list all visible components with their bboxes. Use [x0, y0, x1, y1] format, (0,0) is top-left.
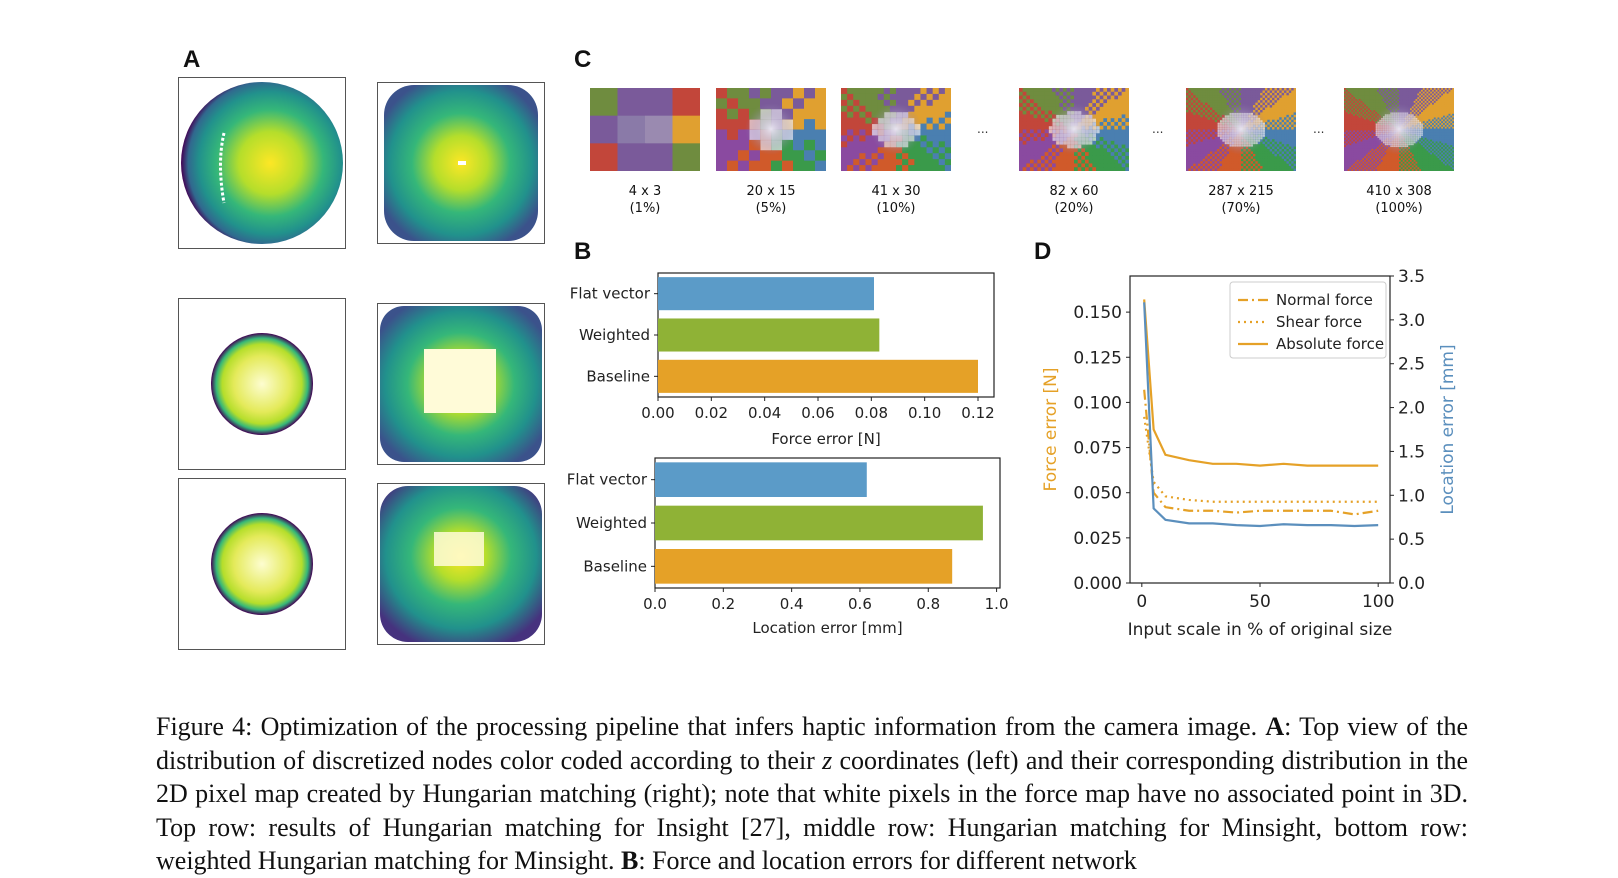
- scale-size: 4 x 3: [580, 183, 710, 200]
- caption-text-4: : Force and location errors for differen…: [638, 846, 1136, 875]
- ellipsis-1: ...: [977, 122, 988, 136]
- y-right-axis-label: Location error [mm]: [1438, 344, 1458, 514]
- bar: [655, 462, 867, 497]
- caption-z: z: [822, 746, 832, 775]
- y-axis-label: Force error [N]: [1041, 368, 1061, 492]
- x-axis-label: Force error [N]: [771, 430, 880, 448]
- x-tick-label: 0.12: [961, 404, 994, 422]
- y-right-tick-label: 2.0: [1398, 399, 1425, 419]
- y-tick-label: 0.025: [1073, 529, 1122, 549]
- category-label: Flat vector: [567, 471, 648, 489]
- category-label: Flat vector: [570, 285, 651, 303]
- y-right-tick-label: 2.5: [1398, 355, 1425, 375]
- scale-percent: (20%): [1009, 200, 1139, 217]
- legend-label: Absolute force: [1276, 335, 1384, 353]
- x-tick-label: 0.2: [711, 595, 735, 613]
- location-error-bar-chart: Flat vector Weighted Baseline 0.0 0.2 0.4 0.6 0…: [555, 453, 1035, 643]
- panel-label-c: C: [574, 46, 591, 74]
- bar: [658, 318, 879, 351]
- series-line: [1144, 417, 1378, 502]
- scaled-input-image: [1019, 88, 1129, 171]
- insight-node-map: [178, 77, 346, 249]
- legend-label: Shear force: [1276, 313, 1362, 331]
- scale-label: 410 x 308(100%): [1334, 183, 1464, 217]
- y-tick-label: 0.075: [1073, 439, 1122, 459]
- bar: [658, 277, 874, 310]
- x-axis-label: Location error [mm]: [752, 619, 902, 637]
- caption-ref-b: B: [621, 846, 638, 875]
- input-scale-line-chart: 0.000 0.025 0.050 0.075 0.100 0.125 0.150 0.0 0.…: [1030, 260, 1460, 650]
- bar: [658, 360, 978, 393]
- x-tick-label: 0.6: [848, 595, 872, 613]
- x-tick-label: 1.0: [985, 595, 1009, 613]
- scale-label: 4 x 3(1%): [580, 183, 710, 217]
- caption-text-1: Figure 4: Optimization of the processing…: [156, 712, 1265, 741]
- scale-size: 287 x 215: [1176, 183, 1306, 200]
- x-tick-label: 0.06: [801, 404, 834, 422]
- scale-size: 20 x 15: [706, 183, 836, 200]
- x-tick-label: 0.08: [855, 404, 888, 422]
- x-axis-label: Input scale in % of original size: [1128, 620, 1393, 640]
- scaled-input-image: [841, 88, 951, 171]
- scale-percent: (10%): [831, 200, 961, 217]
- minsight-node-map: [178, 298, 346, 470]
- scale-size: 41 x 30: [831, 183, 961, 200]
- minsight-pixel-map: [377, 303, 545, 465]
- y-tick-label: 0.000: [1073, 574, 1122, 594]
- force-error-bar-chart: Flat vector Weighted Baseline 0.00 0.02 0.04 0…: [555, 265, 1035, 450]
- scale-label: 41 x 30(10%): [831, 183, 961, 217]
- scale-label: 20 x 15(5%): [706, 183, 836, 217]
- scaled-input-image: [1344, 88, 1454, 171]
- x-tick-label: 50: [1249, 592, 1271, 612]
- scaled-input-image: [590, 88, 700, 171]
- y-right-tick-label: 1.0: [1398, 486, 1425, 506]
- y-tick-label: 0.050: [1073, 484, 1122, 504]
- x-tick-label: 0.0: [643, 595, 667, 613]
- scale-percent: (100%): [1334, 200, 1464, 217]
- scale-size: 410 x 308: [1334, 183, 1464, 200]
- y-right-tick-label: 0.5: [1398, 530, 1425, 550]
- ellipsis-2: ...: [1152, 122, 1163, 136]
- x-tick-label: 0.02: [695, 404, 728, 422]
- caption-ref-a: A: [1265, 712, 1284, 741]
- x-tick-label: 0.10: [908, 404, 941, 422]
- y-tick-label: 0.125: [1073, 348, 1122, 368]
- scaled-input-image: [1186, 88, 1296, 171]
- panel-label-b: B: [574, 238, 591, 266]
- x-tick-label: 0: [1136, 592, 1147, 612]
- minsight-weighted-node-map: [178, 478, 346, 650]
- category-label: Weighted: [576, 514, 647, 532]
- ellipsis-3: ...: [1313, 122, 1324, 136]
- x-tick-label: 0.00: [641, 404, 674, 422]
- figure-caption: Figure 4: Optimization of the processing…: [156, 710, 1468, 878]
- x-tick-label: 0.4: [780, 595, 804, 613]
- scale-percent: (1%): [580, 200, 710, 217]
- scale-percent: (70%): [1176, 200, 1306, 217]
- minsight-weighted-pixel-map: [377, 483, 545, 645]
- category-label: Baseline: [583, 557, 647, 575]
- series-line: [1144, 390, 1378, 515]
- category-label: Baseline: [586, 367, 650, 385]
- x-tick-label: 0.04: [748, 404, 781, 422]
- insight-pixel-map: [377, 82, 545, 244]
- y-right-tick-label: 0.0: [1398, 574, 1425, 594]
- bar: [655, 549, 952, 584]
- y-right-tick-label: 3.0: [1398, 311, 1425, 331]
- y-right-tick-label: 1.5: [1398, 442, 1425, 462]
- scale-size: 82 x 60: [1009, 183, 1139, 200]
- y-right-tick-label: 3.5: [1398, 267, 1425, 287]
- bar: [655, 506, 983, 541]
- scale-label: 82 x 60(20%): [1009, 183, 1139, 217]
- scale-label: 287 x 215(70%): [1176, 183, 1306, 217]
- x-tick-label: 100: [1362, 592, 1394, 612]
- scale-percent: (5%): [706, 200, 836, 217]
- y-tick-label: 0.150: [1073, 303, 1122, 323]
- legend-label: Normal force: [1276, 291, 1373, 309]
- panel-label-a: A: [183, 46, 200, 74]
- x-tick-label: 0.8: [916, 595, 940, 613]
- y-tick-label: 0.100: [1073, 393, 1122, 413]
- scaled-input-image: [716, 88, 826, 171]
- category-label: Weighted: [579, 326, 650, 344]
